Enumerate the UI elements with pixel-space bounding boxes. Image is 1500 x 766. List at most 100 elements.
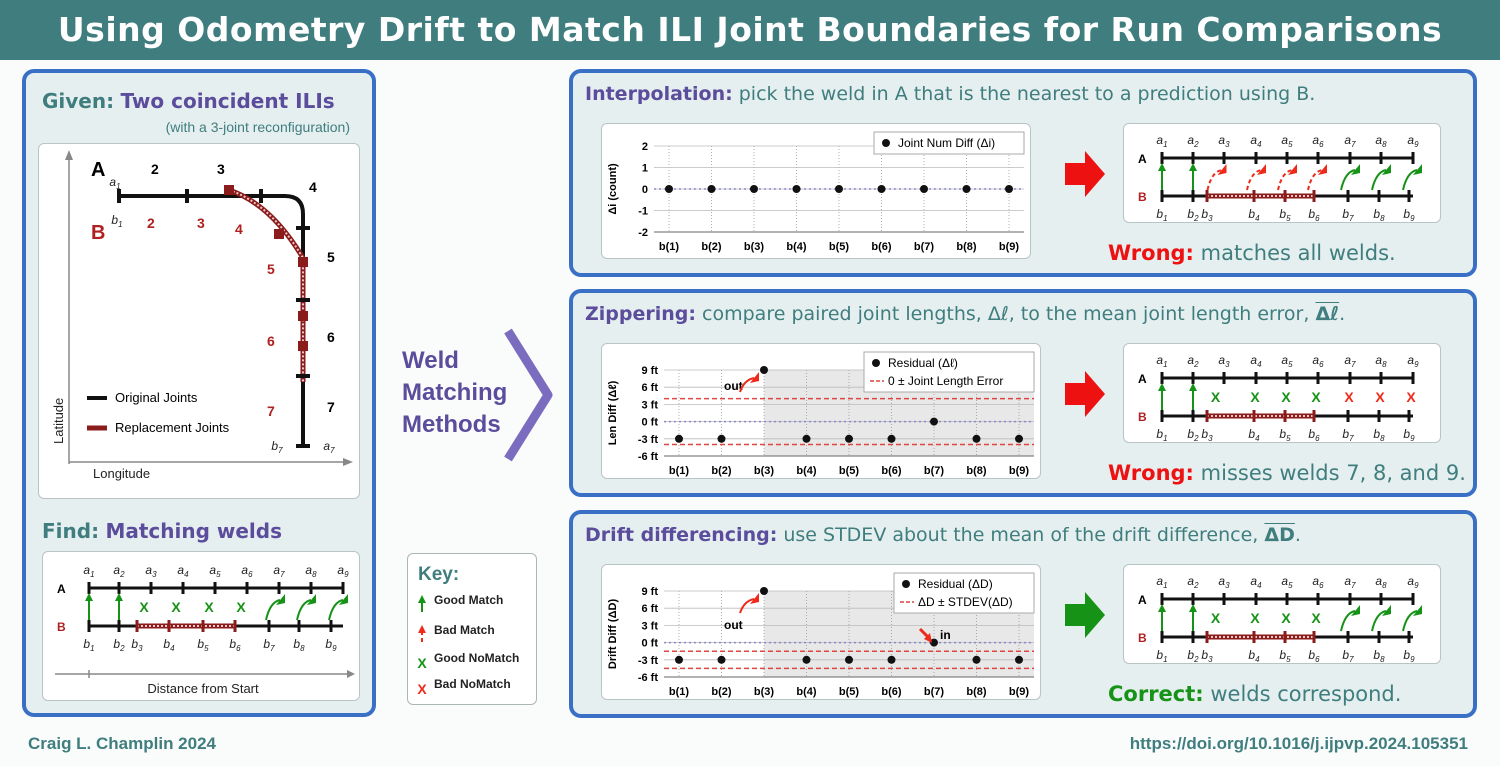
find-heading: Find: Matching welds	[42, 519, 282, 543]
x-tick-label-5: b(5)	[839, 686, 860, 698]
good-match-arrow-8	[296, 599, 312, 621]
data-point-1	[675, 655, 683, 664]
weld-b-label-6: b6	[229, 637, 241, 653]
y-tick-label-5: -3 ft	[638, 655, 659, 667]
drift-differencing-panel: Drift differencing: use STDEV about the …	[569, 510, 1477, 718]
legend-point-marker	[872, 359, 880, 367]
weld-a-label-8: a8	[1375, 353, 1387, 369]
weld-a-label-4: a4	[1250, 133, 1262, 149]
x-tick-label-9: b(9)	[999, 241, 1020, 253]
weld-b-label-2: b2	[1187, 207, 1199, 223]
distance-axis-label: Distance from Start	[147, 681, 259, 696]
data-point-5	[835, 185, 843, 193]
good-nomatch-4: X	[171, 599, 181, 615]
joint-number-b-5: 6	[267, 333, 275, 349]
run-a-label: A	[57, 582, 66, 596]
bad-match-arrow-4	[1246, 169, 1262, 191]
key-good-match-icon-head	[418, 595, 426, 603]
weld-a-label-7: a7	[273, 563, 285, 579]
x-tick-label-4: b(4)	[786, 241, 807, 253]
weld-b-label-7: b7	[1342, 648, 1354, 664]
data-point-2	[717, 434, 726, 443]
doi-link[interactable]: https://doi.org/10.1016/j.ijpvp.2024.105…	[1129, 734, 1468, 753]
data-point-5	[845, 655, 853, 664]
good-match-arrow-7-head	[1351, 164, 1360, 175]
out-arrow	[739, 598, 755, 614]
joint-number-b-6: 7	[267, 403, 275, 419]
joint-number-b-4: 5	[267, 261, 275, 277]
joint-number-a-4: 5	[327, 249, 335, 265]
weld-b-label-9: b9	[1403, 648, 1415, 664]
good-match-arrow-9-head	[339, 594, 348, 605]
data-point-7	[930, 417, 938, 426]
weld-a-label-7: a7	[1344, 353, 1356, 369]
a1-label: a1	[109, 175, 120, 191]
data-point-3	[760, 587, 768, 595]
weld-b-label-2: b2	[113, 637, 125, 653]
weld-a-label-9: a9	[337, 563, 349, 579]
y-tick-label-5: -2	[638, 227, 648, 239]
y-tick-label-1: 9 ft	[642, 586, 659, 598]
weld-b-label-7: b7	[263, 637, 275, 653]
data-point-3	[750, 185, 758, 193]
weld-b-label-1: b1	[1156, 207, 1167, 223]
weld-b-label-5: b5	[1279, 648, 1291, 664]
x-tick-label-6: b(6)	[881, 465, 902, 477]
data-point-3	[760, 366, 768, 374]
weld-a-label-7: a7	[1344, 574, 1356, 590]
good-match-arrow-8	[1371, 610, 1387, 632]
data-point-2	[707, 185, 716, 193]
data-point-9	[1005, 185, 1013, 193]
drift-heading: Drift differencing: use STDEV about the …	[585, 524, 1301, 546]
good-match-arrow-9-head	[1413, 164, 1422, 175]
data-point-7	[930, 638, 938, 647]
weld-b-label-5: b5	[197, 637, 209, 653]
weld-a-label-8: a8	[1375, 574, 1387, 590]
good-nomatch-5: X	[204, 599, 214, 615]
weld-b-label-8: b8	[1373, 427, 1385, 443]
weld-a-label-3: a3	[1218, 133, 1230, 149]
y-tick-label-6: -6 ft	[638, 672, 659, 684]
weld-a-label-6: a6	[1312, 574, 1324, 590]
in-annotation: in	[940, 628, 951, 642]
key-item-1: Good Match	[434, 593, 503, 607]
data-point-8	[972, 434, 981, 443]
key-good-nomatch-icon: X	[417, 655, 427, 671]
page-title: Using Odometry Drift to Match ILI Joint …	[0, 0, 1500, 60]
data-point-2	[717, 655, 726, 664]
given-find-panel: Given: Two coincident ILIs (with a 3-joi…	[22, 69, 376, 717]
weld-b-label-9: b9	[325, 637, 337, 653]
good-match-arrow-1-head	[85, 593, 93, 601]
weld-b-label-2: b2	[1187, 648, 1199, 664]
distance-axis-arrow	[347, 670, 355, 678]
key-item-3: Good NoMatch	[434, 651, 519, 665]
data-point-9	[1015, 655, 1023, 664]
run-a-marker: A	[91, 159, 105, 181]
zippering-chart: 9 ft 6 ft 3 ft 0 ft -3 ft -6 ft b(1) b(2) b(3) b(…	[601, 343, 1041, 479]
bad-match-arrow-5-head	[1288, 164, 1297, 175]
good-match-arrow-7	[1340, 610, 1356, 632]
good-match-arrow-7	[1340, 169, 1356, 191]
replacement-joint-1	[224, 185, 234, 195]
run-b-label: B	[57, 620, 66, 634]
weld-b-label-9: b9	[1403, 207, 1415, 223]
replacement-joint-3	[298, 257, 308, 267]
weld-b-label-7: b7	[1342, 207, 1354, 223]
weld-b-label-4: b4	[1248, 427, 1260, 443]
weld-a-label-9: a9	[1407, 574, 1419, 590]
weld-b-label-6: b6	[1308, 207, 1320, 223]
data-point-8	[972, 655, 981, 664]
weld-a-label-1: a1	[1156, 574, 1167, 590]
good-nomatch-4: X	[1250, 389, 1260, 405]
good-match-arrow-8	[1371, 169, 1387, 191]
joint-number-a-6: 7	[327, 399, 335, 415]
run-a-label: A	[1138, 372, 1147, 386]
good-nomatch-6: X	[236, 599, 246, 615]
good-nomatch-3: X	[139, 599, 149, 615]
x-tick-label-6: b(6)	[881, 686, 902, 698]
weld-a-label-5: a5	[1281, 133, 1293, 149]
y-axis-label: Latitude	[51, 398, 66, 444]
drift-verdict: Correct: welds correspond.	[1108, 682, 1402, 706]
bad-match-arrow-3	[1206, 169, 1222, 191]
